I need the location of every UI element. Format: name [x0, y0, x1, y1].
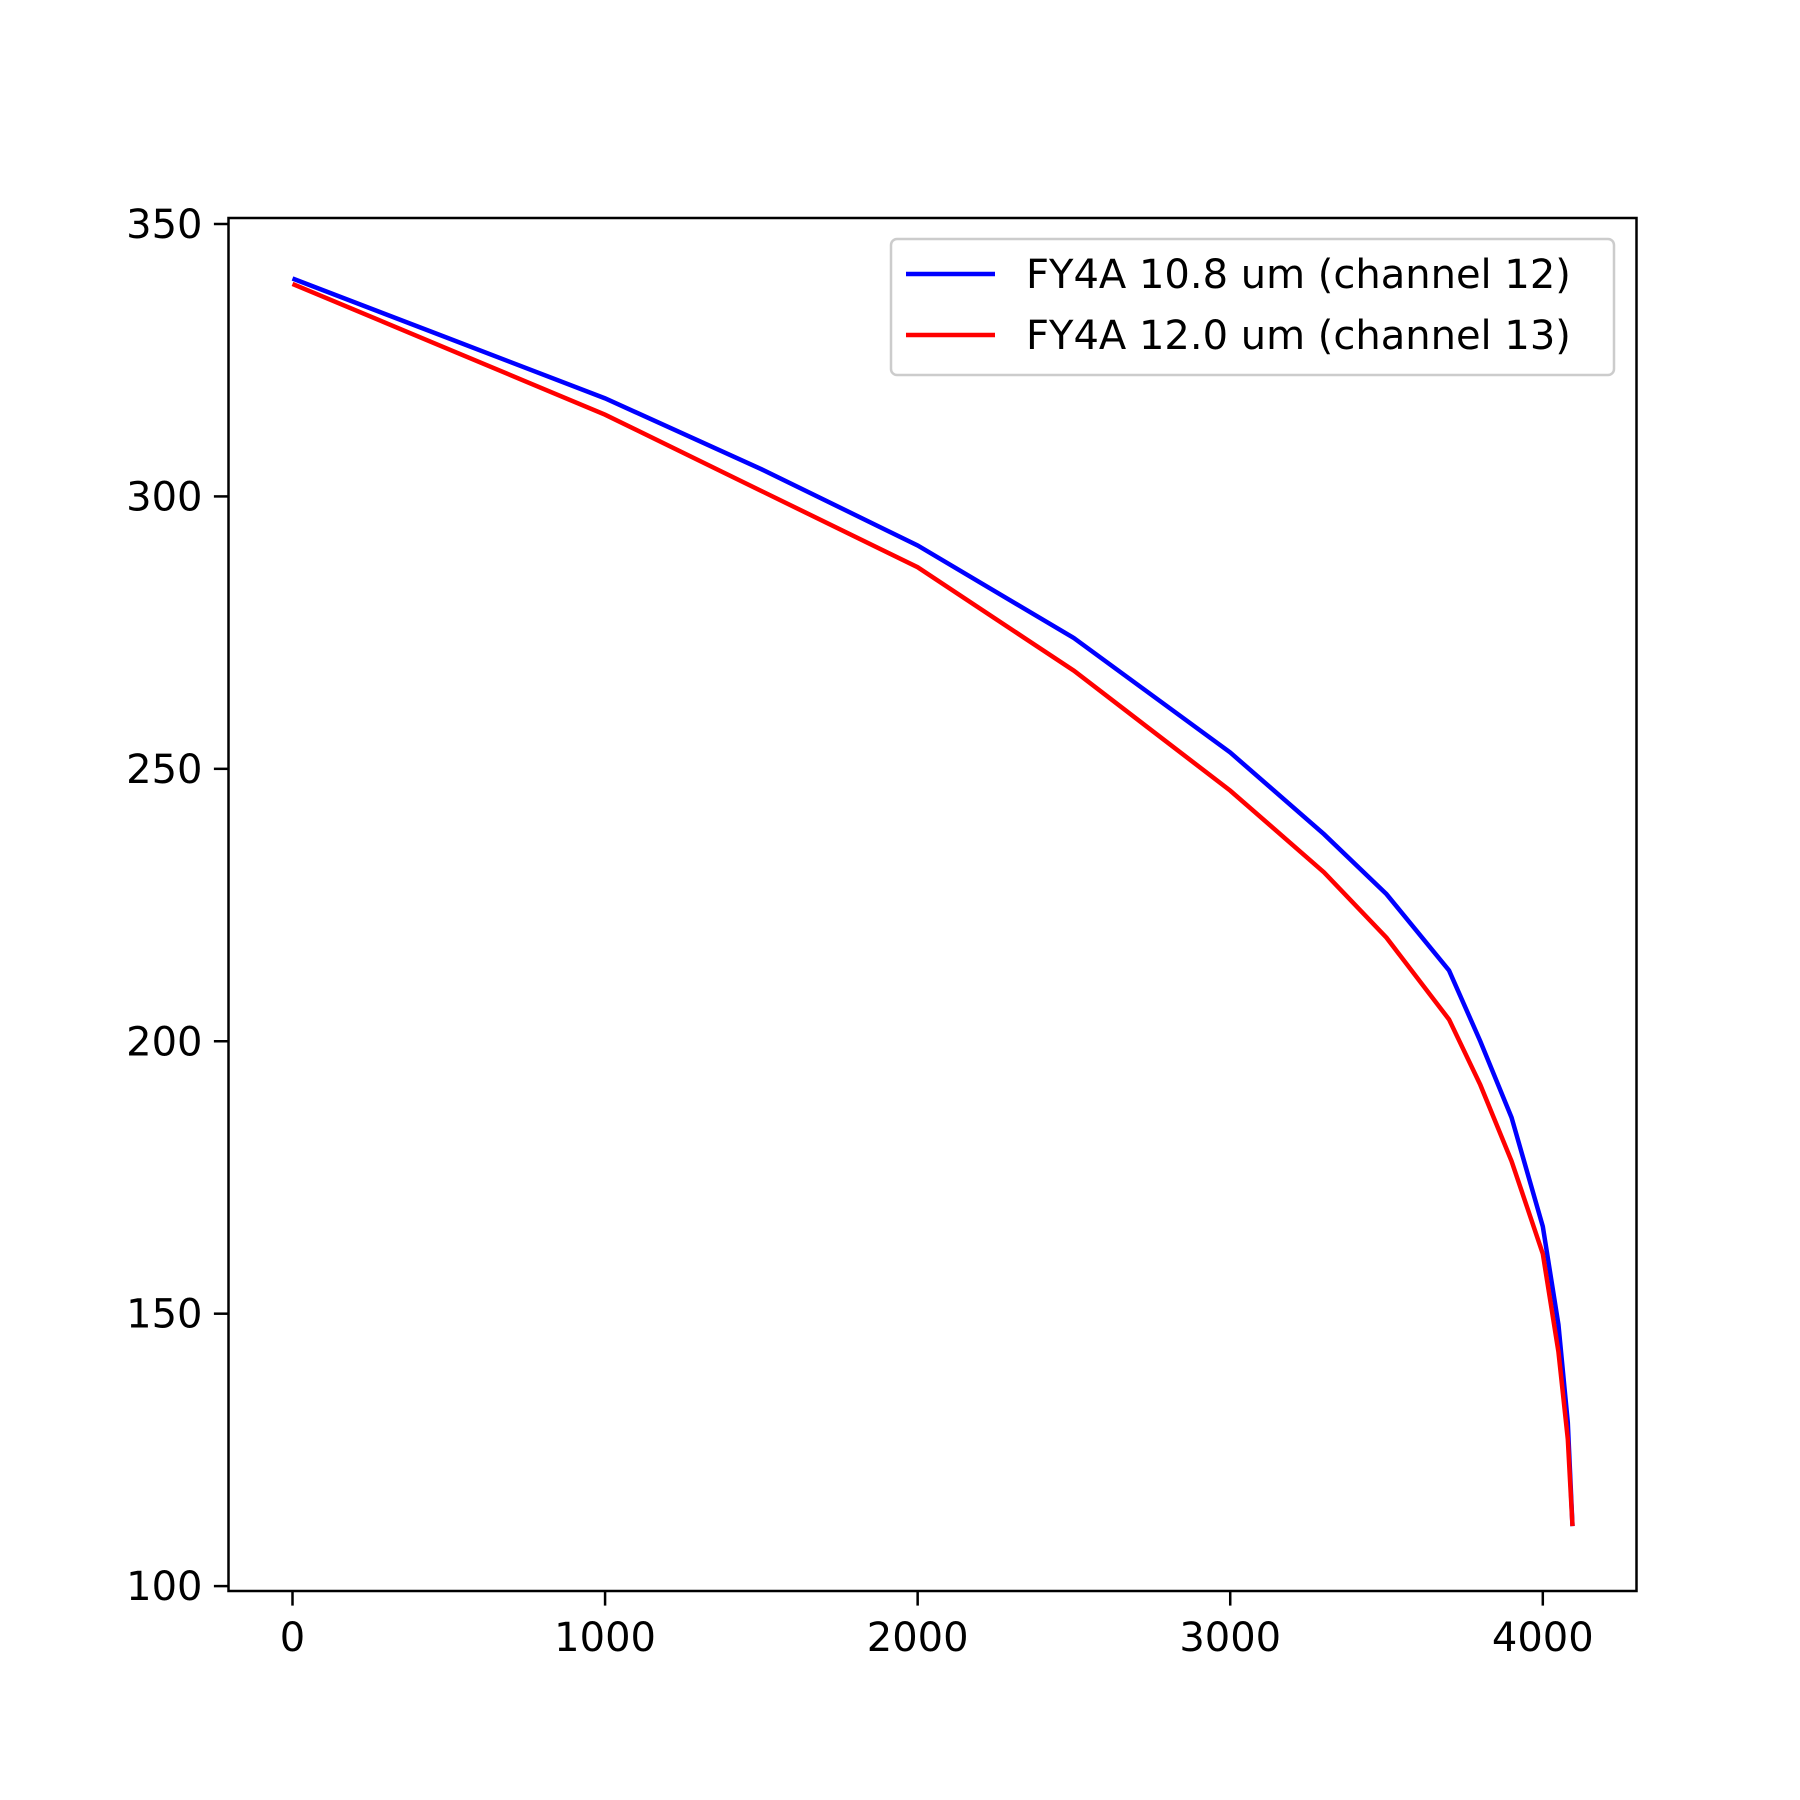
x-tick-label: 3000 — [1179, 1615, 1281, 1661]
y-tick-label: 100 — [126, 1564, 202, 1610]
y-tick-label: 150 — [126, 1292, 202, 1338]
plot-frame — [227, 216, 1638, 1593]
series-line — [291, 281, 1575, 1527]
series-line — [291, 276, 1575, 1527]
y-tick-label: 250 — [126, 747, 202, 793]
legend-label: FY4A 12.0 um (channel 13) — [1026, 313, 1571, 359]
y-tick-label: 300 — [126, 474, 202, 520]
legend-box — [889, 237, 1616, 377]
x-tick-label: 1000 — [554, 1615, 656, 1661]
x-tick-label: 4000 — [1492, 1615, 1594, 1661]
x-tick-label: 2000 — [867, 1615, 969, 1661]
x-tick-label: 0 — [280, 1615, 305, 1661]
legend-label: FY4A 10.8 um (channel 12) — [1026, 252, 1571, 298]
y-tick-label: 350 — [126, 202, 202, 248]
y-tick-label: 200 — [126, 1019, 202, 1065]
